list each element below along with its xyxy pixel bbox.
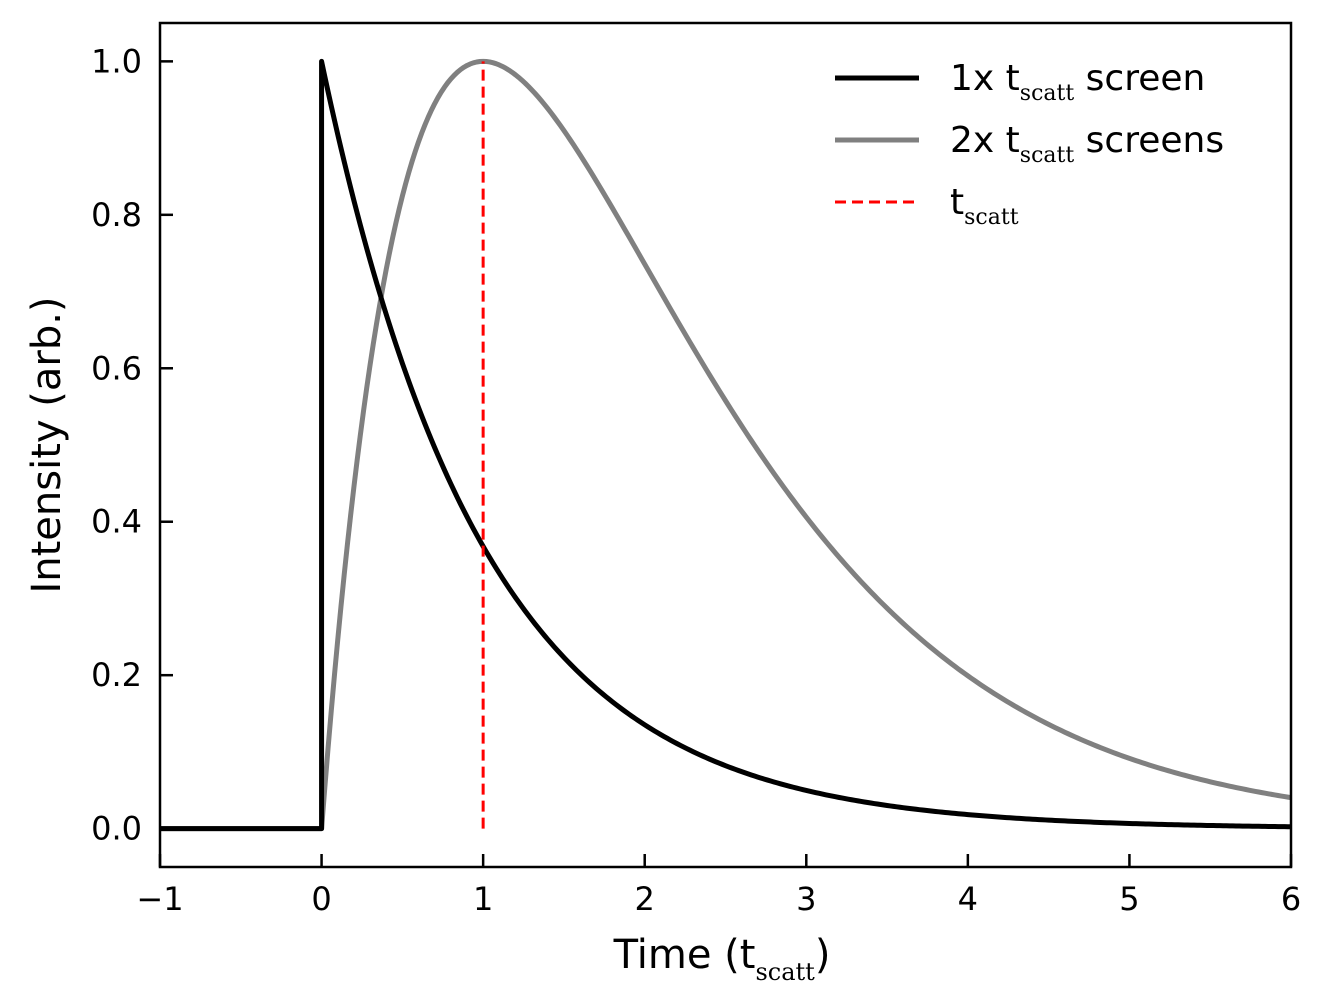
x-axis-label-sub: scatt [755, 958, 815, 986]
x-axis-label-close: ) [815, 932, 831, 978]
legend-label-vline: tscatt [950, 182, 1019, 230]
y-ticks: 0.0 0.2 0.4 0.6 0.8 1.0 [91, 42, 173, 848]
legend: 1x tscatt screen 2x tscatt screens tscatt [835, 58, 1224, 230]
y-tick-label: 0.4 [91, 503, 142, 541]
x-axis-label: Time (tscatt) [613, 932, 831, 986]
x-tick-label: 3 [796, 880, 816, 918]
x-tick-label: 1 [473, 880, 493, 918]
series-line-double-screen [160, 58, 1292, 832]
y-tick-label: 0.8 [91, 196, 142, 234]
y-tick-label: 0.0 [91, 810, 142, 848]
x-tick-label: 6 [1281, 880, 1301, 918]
y-tick-label: 0.6 [91, 349, 142, 387]
y-axis-label: Intensity (arb.) [24, 296, 70, 593]
x-tick-label: 0 [311, 880, 331, 918]
series-line-single-screen [160, 58, 1292, 832]
x-ticks: −1 0 1 2 3 4 5 6 [136, 854, 1301, 918]
svg-text:Time (tscatt): Time (tscatt) [613, 932, 831, 986]
plot-area: −1 0 1 2 3 4 5 6 0.0 0.2 0.4 0.6 0.8 1.0 [91, 21, 1301, 918]
x-tick-label: 2 [635, 880, 655, 918]
legend-label-single-screen: 1x tscatt screen [950, 58, 1205, 106]
x-tick-label: 4 [958, 880, 978, 918]
y-tick-label: 1.0 [91, 42, 142, 80]
x-tick-label: −1 [136, 880, 183, 918]
y-tick-label: 0.2 [91, 656, 142, 694]
legend-label-double-screen: 2x tscatt screens [950, 120, 1224, 168]
series-layer [160, 58, 1292, 832]
x-tick-label: 5 [1119, 880, 1139, 918]
x-axis-label-main: Time (t [613, 932, 756, 978]
plot-frame [158, 21, 1293, 869]
